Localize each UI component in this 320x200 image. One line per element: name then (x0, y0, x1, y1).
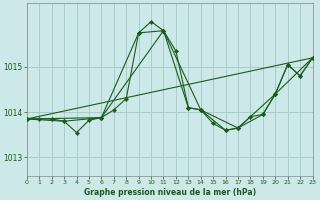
X-axis label: Graphe pression niveau de la mer (hPa): Graphe pression niveau de la mer (hPa) (84, 188, 256, 197)
